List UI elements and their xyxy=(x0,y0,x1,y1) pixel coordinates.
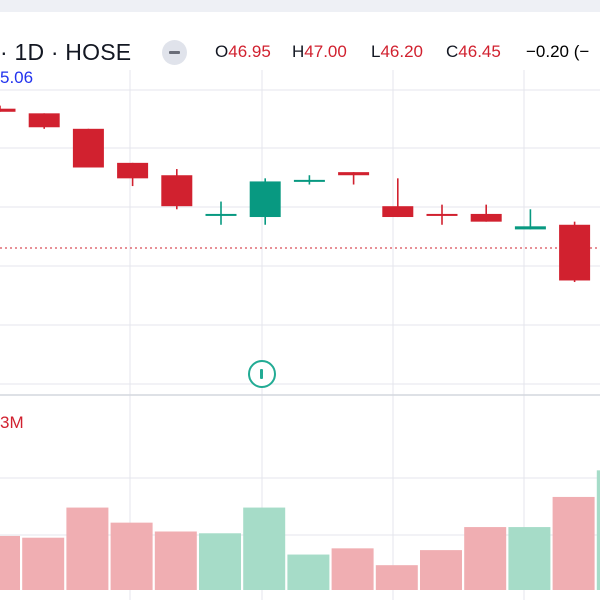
candle-body xyxy=(28,113,60,128)
volume-bar xyxy=(243,507,286,590)
candle-body xyxy=(161,175,193,207)
volume-bar xyxy=(508,527,551,590)
volume-bar xyxy=(331,548,374,590)
price-axis-label: 5.06 xyxy=(0,68,34,87)
candle-body xyxy=(470,213,502,222)
volume-label: 3M xyxy=(0,413,24,432)
candle-body xyxy=(514,226,546,230)
info-circle-icon[interactable] xyxy=(248,360,276,388)
volume-bar xyxy=(375,565,418,590)
candle-body xyxy=(338,172,370,176)
candle-body xyxy=(426,213,458,216)
volume-bar xyxy=(420,550,462,590)
volume-bar xyxy=(596,470,600,590)
volume-bar xyxy=(552,496,595,590)
candle-body xyxy=(72,128,104,168)
top-bar xyxy=(0,0,600,12)
volume-bar xyxy=(22,537,65,590)
candle-body xyxy=(559,224,591,281)
volume-bar xyxy=(287,554,330,590)
candle-body xyxy=(205,213,237,216)
candle-body xyxy=(117,162,149,179)
volume-bar xyxy=(154,531,197,590)
candle-body xyxy=(0,108,16,112)
volume-bar xyxy=(66,507,109,590)
candle-body xyxy=(249,181,281,218)
minus-circle-icon[interactable] xyxy=(162,40,187,65)
candle-body xyxy=(382,206,414,218)
volume-bar xyxy=(110,522,153,590)
volume-bar xyxy=(199,533,241,590)
volume-bar xyxy=(0,535,20,590)
candle-body xyxy=(293,179,325,182)
volume-bar xyxy=(464,527,507,590)
